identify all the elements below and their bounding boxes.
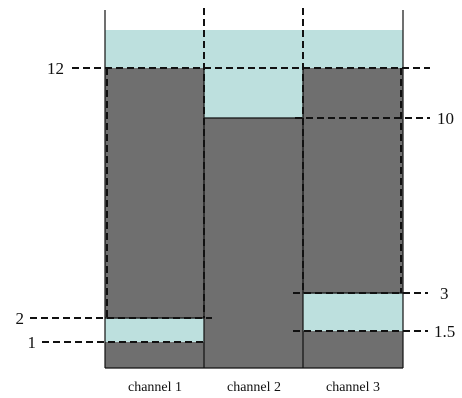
channel-label-2: channel 2	[227, 380, 281, 395]
channel-1-water-gap	[105, 318, 204, 342]
channel-2-solid	[204, 118, 303, 368]
level-label-1-5: 1.5	[434, 322, 455, 341]
channel-1-solid-lower	[105, 342, 204, 368]
channel-1-solid-upper	[105, 68, 204, 318]
level-label-1: 1	[28, 333, 37, 352]
level-label-10: 10	[437, 109, 454, 128]
channel-3-water-gap	[303, 293, 403, 331]
level-label-12: 12	[47, 59, 64, 78]
channel-label-1: channel 1	[128, 380, 182, 395]
channel-2-water	[204, 30, 303, 118]
channel-3-solid-upper	[303, 68, 403, 293]
level-label-3: 3	[440, 284, 449, 303]
level-label-2: 2	[16, 309, 25, 328]
channel-label-3: channel 3	[326, 380, 380, 395]
channel-3-solid-lower	[303, 331, 403, 368]
